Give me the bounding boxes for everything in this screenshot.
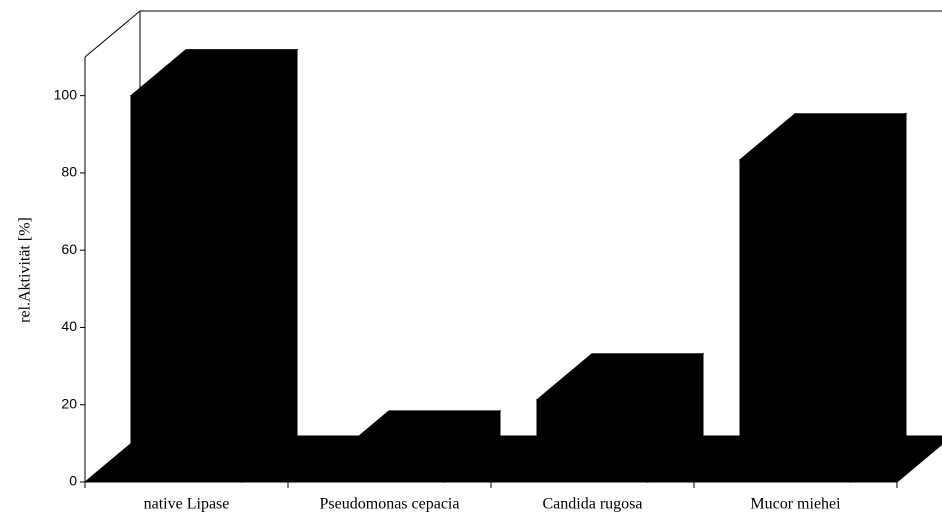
bar-front xyxy=(536,399,649,483)
bar-top xyxy=(332,410,502,458)
bar-top xyxy=(738,113,908,161)
y-tick-label: 100 xyxy=(54,86,78,102)
bar-side xyxy=(850,112,907,484)
x-tick-label: native Lipase xyxy=(144,496,230,513)
y-tick-label: 0 xyxy=(69,473,77,489)
bar-top xyxy=(535,353,705,401)
x-tick-label: Pseudomonas cepacia xyxy=(320,496,460,513)
bar-front xyxy=(333,456,446,483)
y-axis-label: rel.Aktivität [%] xyxy=(17,217,34,323)
y-tick-label: 60 xyxy=(61,241,77,257)
bar-side xyxy=(241,48,298,484)
bar-front xyxy=(739,159,852,483)
y-tick-label: 20 xyxy=(61,395,77,411)
bar-front xyxy=(130,95,243,483)
y-tick-label: 80 xyxy=(61,164,77,180)
x-tick-label: Candida rugosa xyxy=(543,496,643,513)
y-tick-label: 40 xyxy=(61,318,77,334)
x-tick-label: Mucor miehei xyxy=(750,496,841,513)
bar-top xyxy=(129,49,299,97)
